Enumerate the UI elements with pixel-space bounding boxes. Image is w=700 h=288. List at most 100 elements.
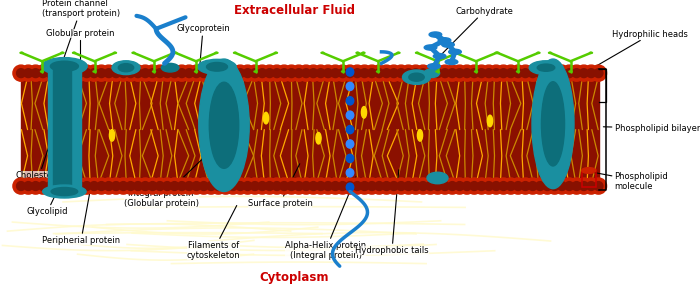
Ellipse shape	[481, 65, 497, 81]
Text: Filaments of
cytoskeleton: Filaments of cytoskeleton	[187, 206, 240, 260]
Ellipse shape	[400, 65, 416, 81]
Text: Glycoprotein: Glycoprotein	[176, 24, 230, 66]
Ellipse shape	[510, 65, 526, 81]
Circle shape	[582, 168, 596, 173]
Ellipse shape	[346, 111, 354, 119]
Ellipse shape	[24, 182, 33, 190]
Ellipse shape	[412, 69, 420, 77]
Ellipse shape	[313, 178, 329, 194]
Ellipse shape	[536, 182, 545, 190]
Ellipse shape	[543, 182, 552, 190]
Ellipse shape	[218, 65, 234, 81]
Ellipse shape	[554, 65, 570, 81]
Ellipse shape	[466, 65, 482, 81]
Text: Cytoplasm: Cytoplasm	[259, 271, 329, 284]
Ellipse shape	[415, 65, 431, 81]
Ellipse shape	[20, 65, 36, 81]
Ellipse shape	[393, 65, 410, 81]
Ellipse shape	[459, 65, 475, 81]
Ellipse shape	[64, 65, 81, 81]
Ellipse shape	[232, 178, 248, 194]
Ellipse shape	[466, 178, 482, 194]
Ellipse shape	[328, 178, 344, 194]
Ellipse shape	[470, 182, 479, 190]
Ellipse shape	[320, 65, 336, 81]
Ellipse shape	[42, 178, 58, 194]
Text: Hydrophilic heads: Hydrophilic heads	[583, 30, 688, 73]
Ellipse shape	[568, 65, 584, 81]
Ellipse shape	[185, 69, 194, 77]
Text: Hydrophobic tails: Hydrophobic tails	[355, 170, 429, 255]
Ellipse shape	[104, 182, 113, 190]
Ellipse shape	[239, 178, 255, 194]
Ellipse shape	[247, 178, 263, 194]
Circle shape	[113, 52, 116, 54]
Ellipse shape	[177, 182, 186, 190]
Ellipse shape	[197, 59, 237, 74]
Ellipse shape	[159, 65, 175, 81]
Ellipse shape	[346, 183, 354, 191]
Circle shape	[456, 52, 459, 54]
Ellipse shape	[346, 68, 354, 76]
Circle shape	[537, 52, 540, 54]
Ellipse shape	[440, 69, 449, 77]
Circle shape	[234, 52, 237, 54]
Ellipse shape	[356, 178, 372, 194]
Ellipse shape	[225, 178, 241, 194]
Circle shape	[433, 54, 446, 59]
Ellipse shape	[298, 65, 314, 81]
Ellipse shape	[440, 182, 449, 190]
Ellipse shape	[192, 69, 201, 77]
Ellipse shape	[539, 178, 555, 194]
Ellipse shape	[97, 182, 106, 190]
Ellipse shape	[313, 65, 329, 81]
Ellipse shape	[561, 178, 577, 194]
Ellipse shape	[269, 65, 285, 81]
Ellipse shape	[247, 65, 263, 81]
Ellipse shape	[346, 82, 354, 90]
Ellipse shape	[148, 182, 157, 190]
Ellipse shape	[251, 69, 260, 77]
Ellipse shape	[565, 69, 574, 77]
Ellipse shape	[412, 182, 420, 190]
Circle shape	[496, 52, 499, 54]
Ellipse shape	[93, 65, 109, 81]
Ellipse shape	[221, 182, 230, 190]
Ellipse shape	[484, 182, 494, 190]
Ellipse shape	[276, 65, 292, 81]
Ellipse shape	[57, 178, 73, 194]
Ellipse shape	[528, 182, 537, 190]
Ellipse shape	[506, 182, 515, 190]
Ellipse shape	[152, 65, 168, 81]
Circle shape	[132, 52, 135, 54]
Ellipse shape	[236, 182, 245, 190]
Ellipse shape	[477, 69, 486, 77]
Ellipse shape	[101, 65, 117, 81]
Ellipse shape	[407, 65, 424, 81]
Ellipse shape	[210, 65, 226, 81]
Ellipse shape	[572, 69, 581, 77]
Ellipse shape	[192, 182, 201, 190]
Ellipse shape	[13, 178, 29, 194]
Ellipse shape	[108, 178, 124, 194]
Ellipse shape	[38, 182, 48, 190]
Ellipse shape	[265, 182, 274, 190]
Ellipse shape	[393, 178, 410, 194]
Ellipse shape	[251, 182, 260, 190]
Ellipse shape	[309, 69, 318, 77]
Ellipse shape	[320, 178, 336, 194]
Ellipse shape	[221, 69, 230, 77]
Ellipse shape	[364, 65, 380, 81]
Ellipse shape	[503, 178, 519, 194]
Ellipse shape	[379, 178, 395, 194]
Ellipse shape	[161, 63, 179, 72]
Ellipse shape	[262, 178, 278, 194]
Ellipse shape	[214, 69, 223, 77]
Ellipse shape	[491, 182, 500, 190]
Ellipse shape	[137, 65, 153, 81]
Circle shape	[429, 32, 442, 37]
Ellipse shape	[402, 70, 430, 84]
Ellipse shape	[452, 178, 468, 194]
Ellipse shape	[101, 178, 117, 194]
Ellipse shape	[305, 65, 321, 81]
